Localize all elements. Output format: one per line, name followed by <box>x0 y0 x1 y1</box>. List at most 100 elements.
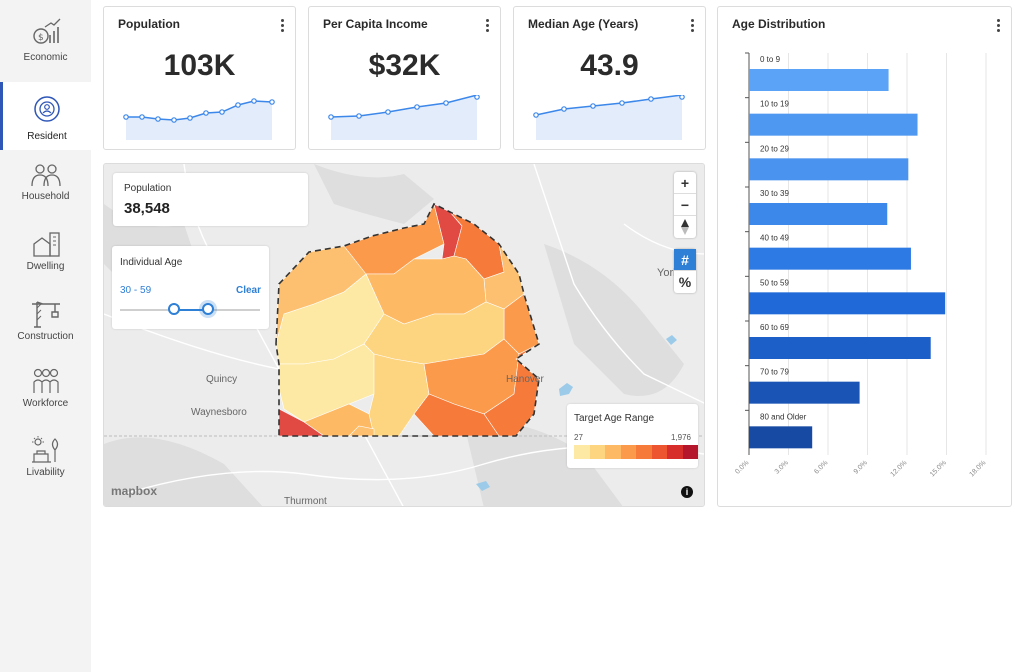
category-label: 40 to 49 <box>760 234 789 243</box>
kpi-value: $32K <box>368 49 441 82</box>
category-label: 10 to 19 <box>760 100 789 109</box>
sparkline <box>533 95 685 140</box>
economic-icon: $ <box>32 18 60 44</box>
nav-item-resident[interactable]: Resident <box>0 82 91 150</box>
svg-text:$: $ <box>38 33 44 43</box>
bar <box>749 203 888 225</box>
category-label: 50 to 59 <box>760 278 789 287</box>
nav-label: Construction <box>17 331 74 342</box>
livability-icon <box>31 436 58 463</box>
kpi-card-income: Per Capita Income $32K <box>308 6 501 150</box>
kpi-value: 103K <box>163 49 236 82</box>
nav-item-dwelling[interactable]: Dwelling <box>0 230 91 298</box>
nav-label: Workforce <box>22 398 69 409</box>
clear-filter-button[interactable]: Clear <box>235 285 261 296</box>
legend-title: Target Age Range <box>574 413 655 424</box>
zoom-in-button[interactable]: + <box>674 172 696 194</box>
nav-label: Household <box>21 191 70 202</box>
x-tick-label: 12.0% <box>889 459 908 478</box>
nav-item-livability[interactable]: Livability <box>0 436 91 504</box>
age-distribution-card: Age Distribution 0.0% 3.0% 6.0% 9.0% 12.0% 15… <box>717 6 1012 507</box>
nav-item-economic[interactable]: $ Economic <box>0 15 91 83</box>
nav-label: Livability <box>26 467 65 478</box>
legend-swatch <box>620 445 636 459</box>
age-filter-title: Individual Age <box>120 257 183 268</box>
legend-min: 27 <box>574 433 583 442</box>
legend-swatches <box>574 445 698 459</box>
kpi-card-population: Population 103K <box>103 6 296 150</box>
legend-swatch <box>667 445 683 459</box>
category-label: 20 to 29 <box>760 144 789 153</box>
zoom-out-button[interactable]: − <box>674 194 696 216</box>
place-label: Thurmont <box>284 496 327 507</box>
card-title: Per Capita Income <box>323 17 428 31</box>
nav-item-household[interactable]: Household <box>0 162 91 230</box>
compass-button[interactable] <box>674 216 696 238</box>
bar <box>749 113 918 136</box>
place-label: Waynesboro <box>191 407 247 418</box>
nav-item-construction[interactable]: Construction <box>0 298 91 366</box>
more-options-icon[interactable] <box>997 19 1001 34</box>
age-slider-min-handle[interactable] <box>168 303 180 315</box>
more-options-icon[interactable] <box>691 19 695 34</box>
category-label: 70 to 79 <box>760 368 789 377</box>
x-tick-label: 18.0% <box>968 459 987 478</box>
legend-max: 1,976 <box>670 433 691 442</box>
mapbox-attribution: mapbox <box>111 484 158 498</box>
legend-swatch <box>682 445 698 459</box>
bar <box>749 292 946 315</box>
nav-item-workforce[interactable]: Workforce <box>0 367 91 435</box>
more-options-icon[interactable] <box>486 19 490 34</box>
place-label: Hanover <box>506 374 544 385</box>
population-value: 38,548 <box>124 200 170 217</box>
category-label: 80 and Older <box>760 412 807 421</box>
category-label: 60 to 69 <box>760 323 789 332</box>
value-mode-toggle: # % <box>674 249 696 293</box>
legend-swatch <box>574 445 590 459</box>
household-icon <box>30 164 61 187</box>
sparkline <box>328 95 480 140</box>
sparkline <box>123 98 275 140</box>
age-distribution-chart: 0.0% 3.0% 6.0% 9.0% 12.0% 15.0% 18.0% 0 to 9 10 … <box>734 52 987 478</box>
percent-toggle-button[interactable]: % <box>678 274 692 290</box>
map-legend: Target Age Range 27 1,976 <box>567 404 698 468</box>
category-label: 30 to 39 <box>760 189 789 198</box>
age-slider-max-handle[interactable] <box>202 303 214 315</box>
card-title: Population <box>118 17 180 31</box>
x-tick-label: 9.0% <box>853 459 869 475</box>
card-title: Median Age (Years) <box>528 17 639 31</box>
dwelling-icon <box>32 232 60 257</box>
bar <box>749 337 931 359</box>
x-tick-label: 15.0% <box>929 459 948 478</box>
age-filter-range: 30 - 59 <box>120 285 152 296</box>
more-options-icon[interactable] <box>281 19 285 34</box>
zoom-controls: + − <box>674 172 696 238</box>
bar <box>749 426 813 449</box>
bar <box>749 158 909 181</box>
legend-swatch <box>651 445 667 459</box>
mapbox-logo: mapbox <box>111 484 157 498</box>
nav-label: Dwelling <box>26 261 65 272</box>
count-toggle-button[interactable]: # <box>674 249 696 271</box>
map-panel[interactable]: York Quincy Waynesboro Hanover Thurmont … <box>103 163 705 507</box>
place-label: York <box>657 267 679 279</box>
population-summary: Population 38,548 <box>113 173 308 226</box>
age-filter-panel: Individual Age 30 - 59 Clear <box>112 246 269 329</box>
legend-swatch <box>589 445 605 459</box>
resident-icon <box>34 96 60 122</box>
kpi-card-median-age: Median Age (Years) 43.9 <box>513 6 706 150</box>
age-slider-fill <box>173 309 207 311</box>
bar <box>749 69 889 91</box>
sidebar: $ Economic Resident Household Dwelling C… <box>0 0 91 672</box>
nav-label: Resident <box>27 131 67 142</box>
compass-icon <box>681 219 689 235</box>
legend-swatch <box>636 445 652 459</box>
bar <box>749 247 911 270</box>
nav-label: Economic <box>23 52 68 63</box>
category-label: 0 to 9 <box>760 55 781 64</box>
info-icon[interactable]: i <box>681 486 693 498</box>
bar <box>749 381 860 404</box>
x-tick-label: 6.0% <box>813 459 829 475</box>
card-title: Age Distribution <box>732 17 826 31</box>
construction-icon <box>31 301 60 328</box>
